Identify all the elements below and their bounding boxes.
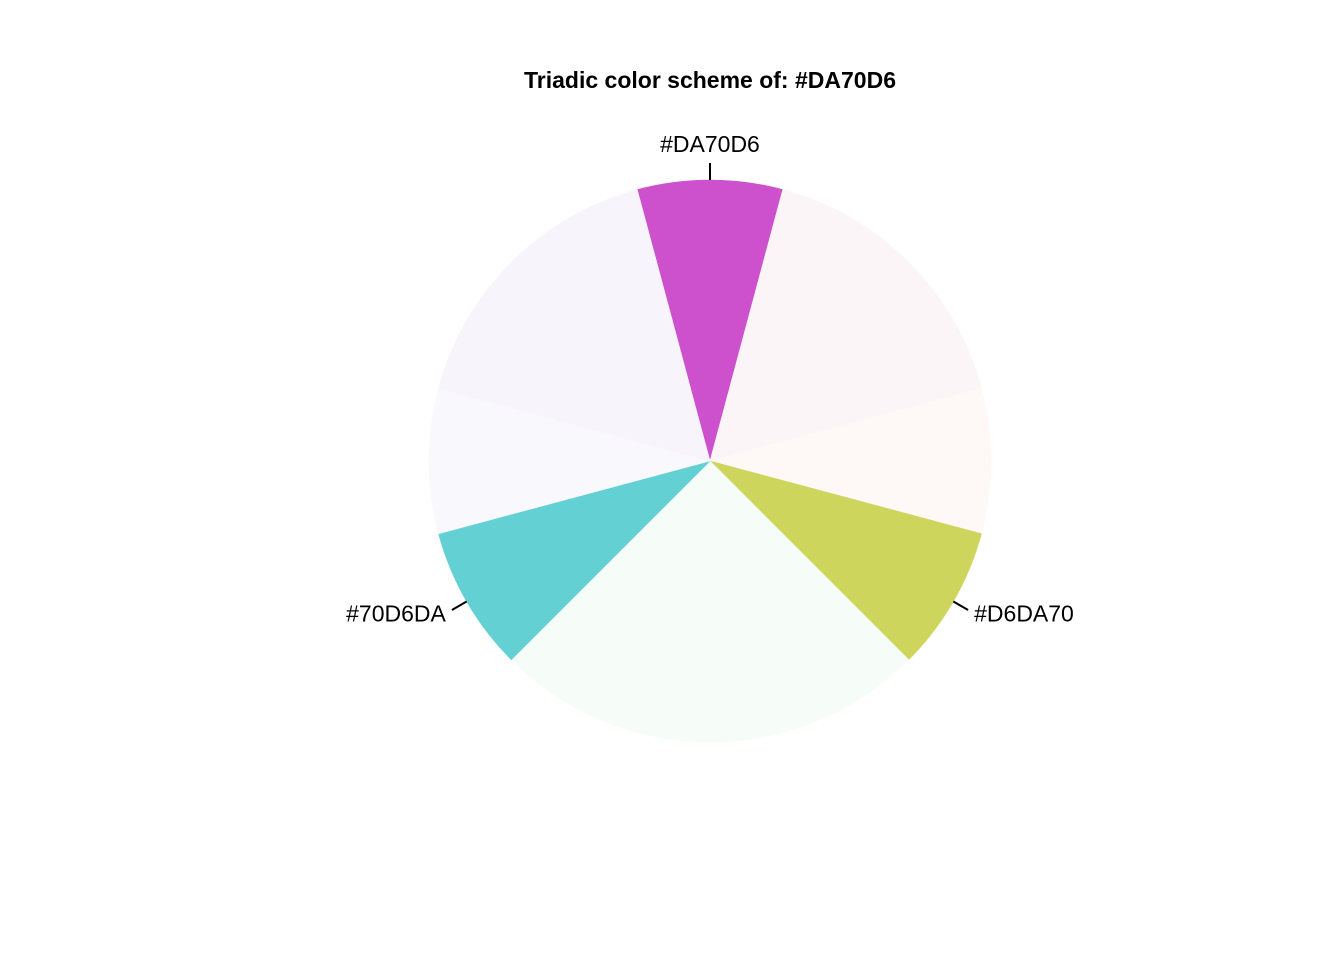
pie-slice-filler — [438, 189, 711, 462]
label-leader-line — [451, 600, 468, 611]
label-leader-line — [952, 600, 969, 611]
pie-slices — [428, 179, 992, 743]
slice-label: #D6DA70 — [974, 601, 1074, 627]
pie-slice-filler — [428, 387, 712, 535]
chart-title: Triadic color scheme of: #DA70D6 — [524, 67, 896, 93]
pie-slice-d6da70 — [708, 460, 982, 661]
pie-slice-filler — [708, 387, 992, 535]
pie-slice-filler — [709, 189, 982, 462]
pie-slice-filler — [510, 460, 910, 743]
slice-label: #DA70D6 — [660, 131, 760, 157]
slice-label: #70D6DA — [346, 601, 446, 627]
pie-slice-da70d6 — [636, 179, 784, 463]
pie-slice-70d6da — [438, 460, 712, 661]
pie-labels: #DA70D6 #D6DA70 #70D6DA — [346, 131, 1074, 627]
